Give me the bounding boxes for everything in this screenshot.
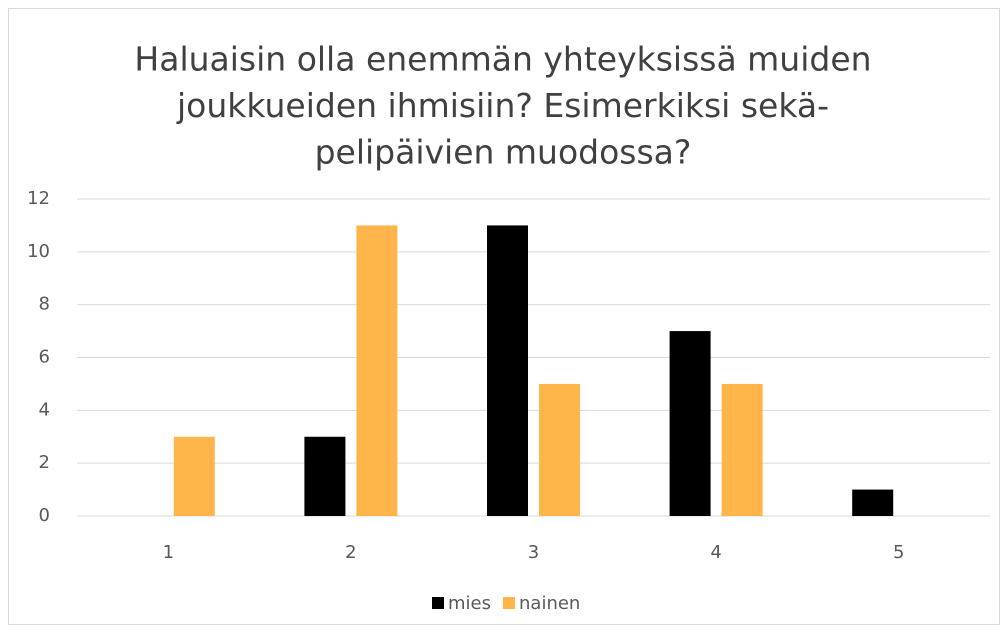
bar	[669, 331, 711, 516]
y-tick-label: 12	[27, 188, 50, 209]
y-tick-label: 8	[39, 294, 50, 315]
y-tick-label: 6	[39, 347, 50, 368]
chart-title: joukkueiden ihmisiin? Esimerkiksi sekä-	[176, 86, 829, 125]
y-tick-label: 0	[39, 505, 50, 526]
bar	[173, 436, 215, 516]
x-tick-label: 4	[710, 542, 721, 563]
bar	[304, 436, 346, 516]
x-tick-label: 3	[528, 542, 539, 563]
bar	[852, 489, 894, 516]
x-tick-label: 2	[345, 542, 356, 563]
x-tick-label: 5	[893, 542, 904, 563]
x-tick-label: 1	[163, 542, 174, 563]
legend-label: nainen	[519, 593, 580, 614]
chart-title: Haluaisin olla enemmän yhteyksissä muide…	[134, 40, 871, 79]
legend-swatch	[432, 597, 444, 609]
y-tick-label: 2	[39, 452, 50, 473]
chart-title: pelipäivien muodossa?	[315, 133, 692, 172]
legend-swatch	[503, 597, 515, 609]
bar	[356, 225, 398, 516]
bar	[539, 383, 580, 516]
y-tick-label: 4	[39, 399, 50, 420]
y-tick-label: 10	[27, 241, 50, 262]
bar	[487, 225, 528, 516]
legend-label: mies	[448, 593, 491, 614]
bar	[721, 383, 763, 516]
